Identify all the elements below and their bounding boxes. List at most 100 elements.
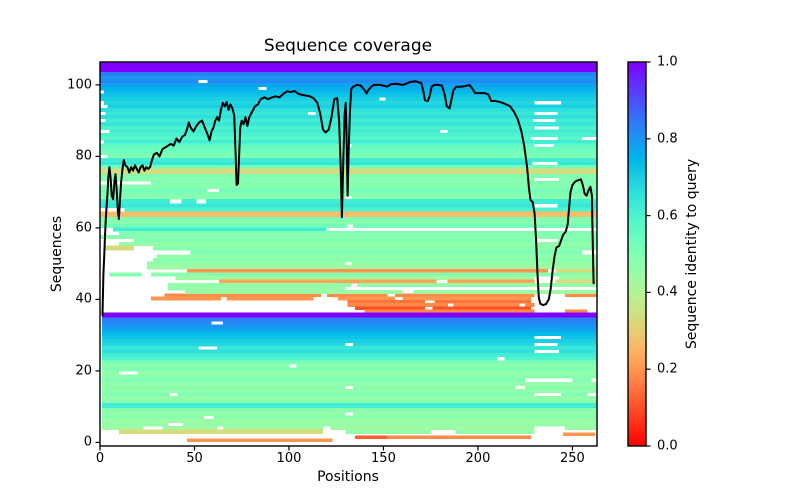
msa-row-segment <box>118 242 598 247</box>
coverage-line <box>101 80 595 317</box>
y-tick-label: 20 <box>75 363 92 379</box>
msa-row-segment <box>355 306 425 310</box>
msa-row-segment <box>355 435 388 440</box>
axes-spines <box>99 61 598 447</box>
msa-row-segment <box>101 317 598 322</box>
y-tick-label: 40 <box>75 291 92 307</box>
msa-row-segment <box>557 136 582 141</box>
msa-row-segment <box>100 122 597 127</box>
msa-row-segment <box>151 296 221 301</box>
msa-row-segment <box>100 143 346 148</box>
msa-row-segment <box>559 125 597 130</box>
msa-row-segment <box>183 422 597 427</box>
msa-row-segment <box>177 392 535 397</box>
colorbar-tick-label: 0.4 <box>657 284 678 300</box>
msa-row-segment <box>101 360 598 365</box>
msa-row-segment <box>107 104 597 109</box>
x-axis-label: Positions <box>317 469 379 485</box>
msa-row-segment <box>557 111 597 116</box>
msa-row-segment <box>353 385 516 390</box>
msa-row-segment <box>156 254 597 259</box>
msa-row-segment <box>455 429 535 434</box>
msa-row-segment <box>101 392 170 397</box>
msa-row-segment <box>525 385 597 390</box>
msa-row-segment <box>151 272 597 277</box>
msa-row-segment <box>105 245 134 251</box>
msa-row-segment <box>553 143 597 148</box>
msa-row-segment <box>100 234 597 239</box>
y-tick-label: 80 <box>75 148 92 164</box>
msa-row-segment <box>353 224 597 229</box>
y-tick-label: 60 <box>75 220 92 236</box>
msa-row-segment <box>105 111 308 116</box>
msa-row-segment <box>168 286 346 291</box>
msa-row-segment <box>100 220 597 225</box>
msa-row-segment <box>101 349 535 354</box>
msa-row-segment <box>181 199 197 204</box>
colorbar-tick-label: 1.0 <box>657 54 678 70</box>
msa-row-segment <box>147 265 597 270</box>
msa-row-segment <box>347 299 426 304</box>
msa-row-segment <box>217 346 597 351</box>
msa-row-segment <box>101 312 598 318</box>
msa-row-segment <box>101 324 598 329</box>
msa-row-segment <box>101 321 212 326</box>
msa-row-segment <box>555 279 597 284</box>
msa-row-segment <box>100 75 597 80</box>
msa-row-segment <box>330 426 535 430</box>
msa-row-segment <box>100 93 597 98</box>
msa-row-segment <box>557 161 597 166</box>
msa-row-segment <box>219 188 597 193</box>
msa-row-segment <box>100 161 533 166</box>
msa-row-segment <box>100 211 597 218</box>
msa-row-segment <box>296 363 597 368</box>
x-tick-label: 150 <box>371 451 396 466</box>
msa-row-segment <box>434 299 531 304</box>
msa-row-segment <box>555 268 597 273</box>
msa-row-segment <box>347 303 448 307</box>
msa-row-segment <box>207 79 597 84</box>
msa-row-segment <box>101 328 598 333</box>
msa-row-segment <box>101 338 598 343</box>
msa-row-segment <box>101 374 598 379</box>
msa-row-segment <box>101 399 598 404</box>
colorbar-tick-label: 0.2 <box>657 361 678 377</box>
msa-row-segment <box>101 363 290 368</box>
msa-row-segment <box>137 371 598 376</box>
msa-row-segment <box>100 82 597 87</box>
msa-row-segment <box>101 408 598 413</box>
msa-row-segment <box>557 342 597 347</box>
msa-row-segment <box>572 378 592 383</box>
msa-row-segment <box>357 283 597 288</box>
msa-row-segment <box>100 216 597 221</box>
msa-row-segment <box>151 181 597 186</box>
msa-row-segment <box>564 309 588 313</box>
colorbar-tick-label: 0.6 <box>657 208 678 224</box>
y-tick-label: 0 <box>83 434 92 450</box>
colorbar <box>628 62 646 446</box>
msa-row-segment <box>113 227 327 232</box>
msa-row-segment <box>100 136 531 141</box>
x-tick-label: 100 <box>276 451 302 466</box>
msa-row-segment <box>555 118 597 123</box>
msa-row-segment <box>453 303 520 307</box>
msa-row-segment <box>101 388 598 393</box>
msa-row-segment <box>338 296 395 301</box>
msa-row-segment <box>564 426 597 430</box>
msa-row-segment <box>100 79 199 84</box>
msa-row-segment <box>103 100 535 105</box>
msa-row-segment <box>109 272 142 277</box>
msa-row-segment <box>564 293 597 298</box>
msa-row-segment <box>101 356 497 361</box>
msa-row-segment <box>351 195 597 200</box>
msa-row-segment <box>186 268 548 273</box>
msa-row-segment <box>364 309 535 313</box>
msa-row-segment <box>101 331 598 336</box>
msa-row-segment <box>175 275 535 280</box>
msa-row-segment <box>345 429 431 434</box>
msa-row-segment <box>100 188 208 193</box>
msa-row-segment <box>561 100 597 105</box>
msa-row-segment <box>351 261 597 266</box>
msa-row-segment <box>100 125 535 130</box>
